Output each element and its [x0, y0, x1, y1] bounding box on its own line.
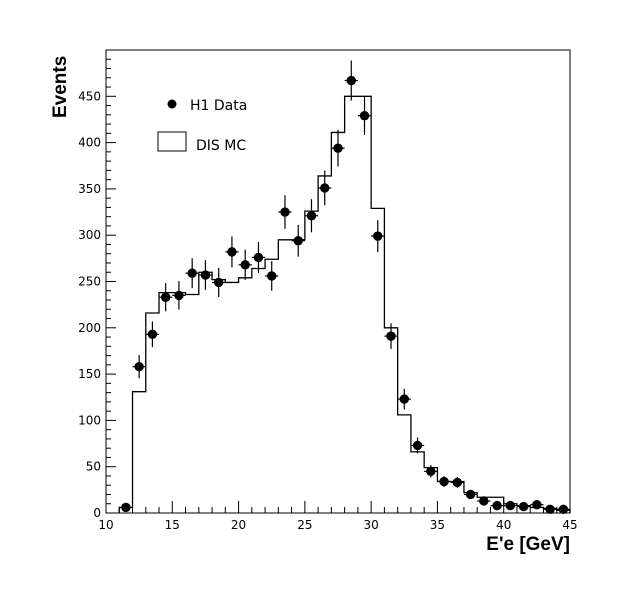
data-point: [450, 477, 464, 488]
data-point: [477, 496, 491, 506]
x-tick-label: 45: [562, 518, 577, 532]
x-tick-label: 35: [430, 518, 445, 532]
y-axis-label: Events: [50, 56, 71, 118]
y-tick-label: 400: [78, 136, 101, 150]
y-tick-label: 300: [78, 228, 101, 242]
data-marker: [160, 292, 171, 302]
data-point: [371, 220, 385, 253]
data-point: [503, 500, 517, 511]
data-marker: [532, 499, 542, 510]
x-tick-label: 25: [297, 518, 312, 532]
data-marker: [213, 277, 224, 288]
data-marker: [253, 252, 264, 263]
data-point: [225, 236, 239, 268]
dis-mc-histogram: [118, 95, 571, 513]
data-point: [318, 170, 332, 206]
x-tick-label: 40: [496, 518, 511, 532]
data-point: [357, 96, 372, 135]
data-marker: [121, 502, 131, 513]
x-tick-label: 30: [364, 518, 379, 532]
data-marker: [134, 361, 144, 372]
data-point: [291, 224, 305, 257]
plot-frame: [105, 49, 571, 514]
data-point: [543, 504, 557, 514]
data-marker: [465, 489, 476, 500]
x-tick-label: 15: [165, 518, 180, 532]
data-point: [265, 261, 279, 291]
data-marker: [200, 270, 211, 280]
data-point: [172, 281, 186, 310]
data-marker: [479, 496, 489, 506]
data-point: [463, 489, 478, 500]
data-point: [331, 129, 345, 167]
data-point: [251, 242, 266, 273]
data-marker: [545, 504, 555, 514]
data-marker: [306, 211, 317, 221]
data-marker: [439, 476, 449, 487]
x-axis: 10 15 20 25 30 35 40 45: [98, 501, 578, 532]
data-point: [145, 321, 160, 348]
data-marker: [267, 271, 277, 281]
data-point: [132, 355, 146, 379]
data-marker: [333, 143, 343, 153]
data-marker: [386, 331, 396, 341]
data-marker: [280, 207, 290, 217]
data-point: [185, 258, 199, 289]
data-marker: [373, 231, 383, 241]
y-axis: 0 50 100 150 200 250 300 350 400 450: [78, 49, 116, 520]
data-marker: [518, 501, 529, 512]
data-point: [410, 437, 425, 454]
x-tick-label: 10: [98, 518, 113, 532]
data-marker: [452, 477, 463, 488]
data-point: [530, 499, 544, 510]
y-tick-label: 450: [78, 89, 101, 103]
legend-marker-h1-data: [167, 99, 177, 109]
legend-marker-dis-mc: [157, 131, 187, 152]
x-tick-label: 20: [231, 518, 246, 532]
legend: H1 Data DIS MC: [157, 98, 247, 154]
data-point: [424, 465, 438, 478]
data-point: [437, 476, 451, 487]
data-point: [384, 323, 398, 349]
data-point: [119, 502, 133, 513]
data-marker: [492, 500, 502, 511]
data-point: [397, 388, 411, 410]
y-tick-label: 150: [78, 367, 101, 381]
data-marker: [147, 329, 158, 339]
data-marker: [359, 111, 370, 121]
y-tick-label: 50: [86, 460, 101, 474]
y-tick-label: 250: [78, 275, 101, 289]
y-tick-label: 200: [78, 321, 101, 335]
data-marker: [227, 247, 237, 257]
data-marker: [558, 504, 569, 514]
data-point: [238, 249, 252, 280]
data-point: [278, 195, 292, 229]
data-marker: [412, 440, 423, 451]
data-point: [159, 283, 173, 312]
x-axis-label: E'e [GeV]: [486, 534, 570, 555]
data-point: [556, 504, 570, 514]
data-marker: [240, 260, 250, 270]
data-marker: [399, 394, 409, 404]
data-point: [516, 501, 531, 512]
data-point: [198, 260, 213, 290]
data-marker: [293, 236, 303, 246]
legend-label-h1-data: H1 Data: [190, 98, 247, 114]
data-point: [304, 199, 319, 233]
y-tick-label: 350: [78, 182, 101, 196]
data-marker: [505, 500, 516, 511]
data-marker: [426, 466, 436, 477]
y-tick-label: 100: [78, 413, 101, 427]
data-point: [490, 500, 504, 511]
data-marker: [320, 183, 330, 193]
y-tick-label: 0: [93, 506, 101, 520]
data-marker: [174, 290, 184, 301]
legend-label-dis-mc: DIS MC: [196, 138, 246, 154]
data-point: [344, 60, 358, 101]
data-marker: [346, 75, 356, 86]
data-point: [212, 267, 226, 298]
h1-data-points: [119, 60, 570, 514]
data-marker: [187, 268, 197, 278]
